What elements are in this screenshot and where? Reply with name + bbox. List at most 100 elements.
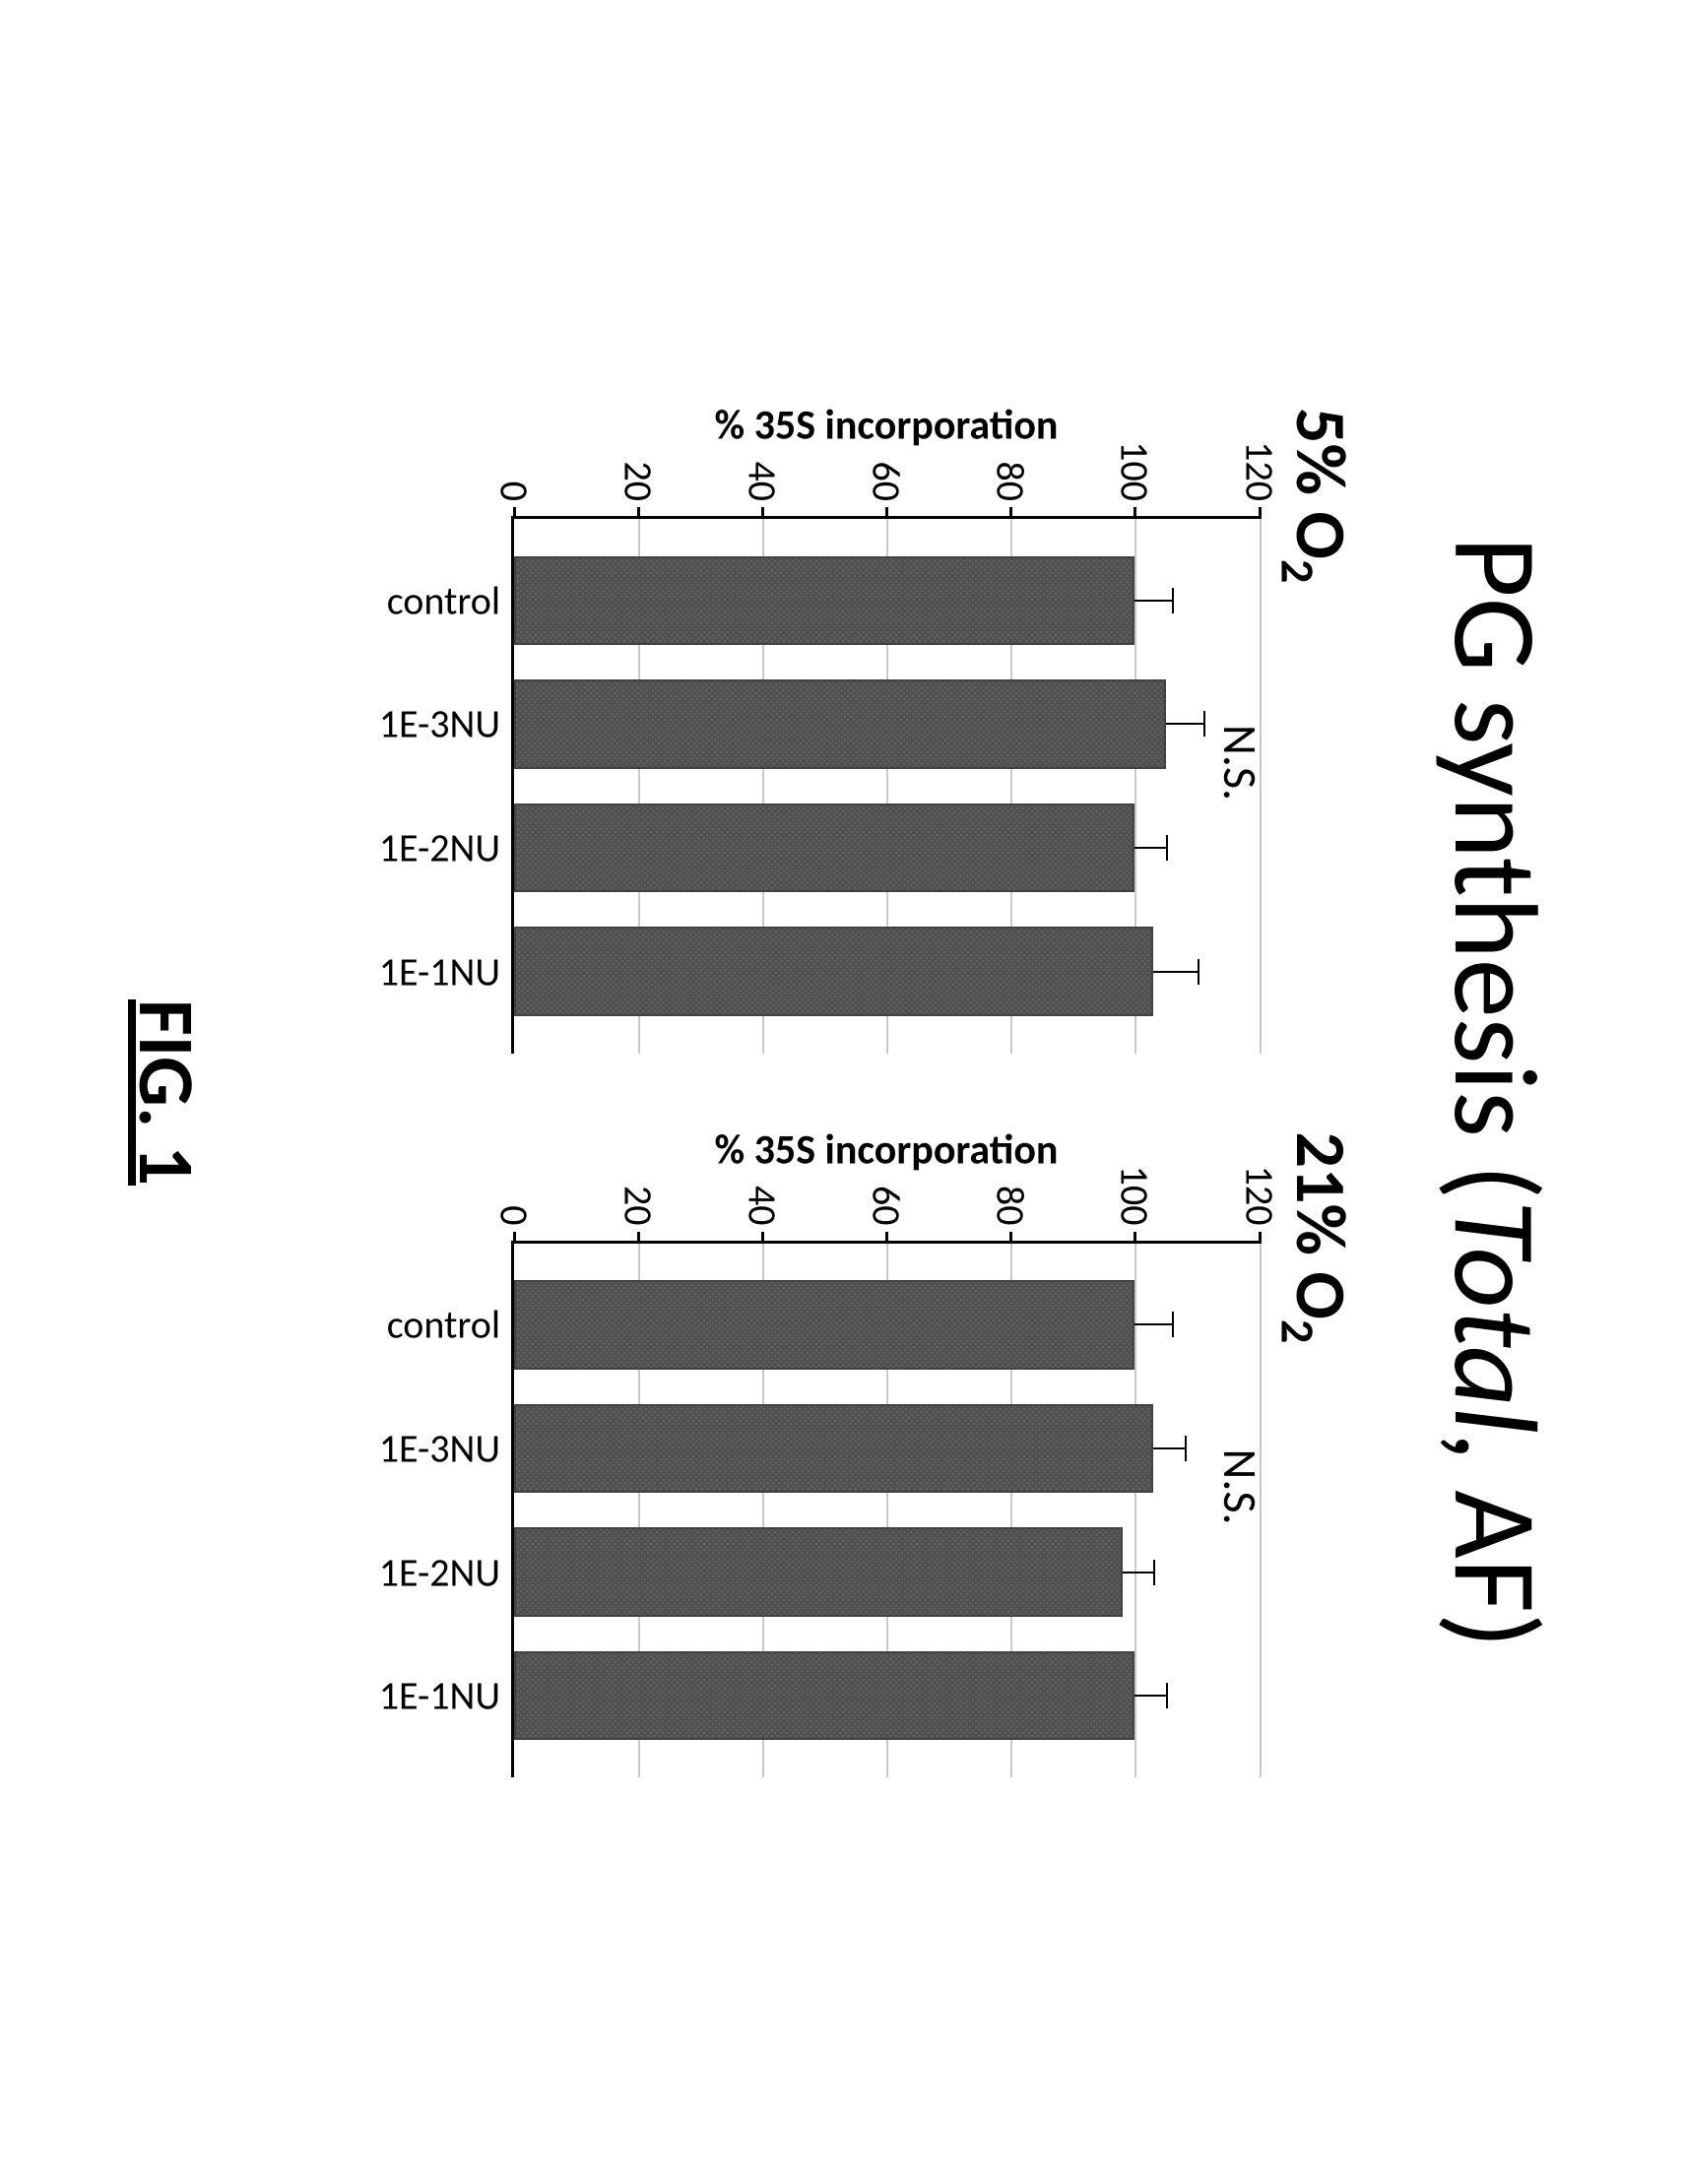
bar-slot: 1E-2NU <box>514 786 1260 910</box>
panels-row: 5% O2 N.S. % 35S incorporation control1E… <box>253 408 1364 1777</box>
panel-title-prefix: 21% O <box>1277 1131 1364 1318</box>
ytick-mark <box>513 1231 516 1243</box>
ytick-mark <box>1259 507 1262 519</box>
ytick-label: 40 <box>738 461 786 501</box>
xtick-label: 1E-1NU <box>378 947 513 996</box>
title-row: PG synthesis (Total, AF) <box>1423 408 1567 1777</box>
ytick-label: 120 <box>1235 441 1283 501</box>
bar-fill <box>514 1280 1135 1369</box>
panel-title-left: 5% O2 <box>1269 408 1364 1054</box>
panel-title-right: 21% O2 <box>1269 1131 1364 1777</box>
error-cap <box>1166 835 1168 861</box>
error-cap <box>1185 1435 1187 1460</box>
bar <box>514 803 1135 891</box>
y-axis-label-right: % 35S incorporation <box>715 1124 1059 1175</box>
error-bar <box>1134 847 1166 849</box>
ytick-mark <box>885 507 888 519</box>
gridline <box>1260 1243 1262 1777</box>
bars-container-left: control1E-3NU1E-2NU1E-1NU <box>514 519 1260 1054</box>
landscape-canvas: PG synthesis (Total, AF) 5% O2 N.S. % 35… <box>0 250 1685 1935</box>
bar <box>514 1527 1123 1616</box>
panel-title-sub: 2 <box>1269 558 1328 582</box>
error-cap <box>1172 587 1174 612</box>
panel-title-prefix: 5% O <box>1277 408 1364 559</box>
ytick-mark <box>513 507 516 519</box>
error-bar <box>1134 1695 1166 1697</box>
xtick-label: control <box>386 576 513 624</box>
plot-right: % 35S incorporation control1E-3NU1E-2NU1… <box>511 1240 1260 1777</box>
error-bar <box>1153 1446 1185 1448</box>
figure-caption: FIG. 1 <box>118 408 214 1777</box>
error-bar <box>1153 970 1197 972</box>
bar-slot: 1E-2NU <box>514 1510 1260 1634</box>
bar <box>514 679 1166 768</box>
plot-wrap-right: N.S. % 35S incorporation control1E-3NU1E… <box>334 1131 1260 1777</box>
bar <box>514 927 1154 1015</box>
error-cap <box>1153 1559 1155 1584</box>
error-cap <box>1198 958 1199 984</box>
ytick-label: 20 <box>614 461 662 501</box>
panel-title-sub: 2 <box>1269 1318 1328 1342</box>
figure-page: PG synthesis (Total, AF) 5% O2 N.S. % 35… <box>0 0 1685 2184</box>
bar-fill <box>514 1527 1123 1616</box>
ytick-mark <box>637 507 640 519</box>
ytick-label: 40 <box>738 1185 786 1225</box>
xtick-label: control <box>386 1300 513 1348</box>
xtick-label: 1E-3NU <box>378 1424 513 1472</box>
panel-5pct-o2: 5% O2 N.S. % 35S incorporation control1E… <box>253 408 1364 1054</box>
plot-wrap-left: N.S. % 35S incorporation control1E-3NU1E… <box>334 408 1260 1054</box>
ytick-label: 80 <box>987 1185 1035 1225</box>
ytick-mark <box>761 507 764 519</box>
ytick-mark <box>761 1231 764 1243</box>
ytick-label: 20 <box>614 1185 662 1225</box>
ytick-label: 60 <box>863 1185 911 1225</box>
bar-fill <box>514 1403 1154 1492</box>
ytick-label: 100 <box>1111 441 1159 501</box>
panel-21pct-o2: 21% O2 N.S. % 35S incorporation control1… <box>253 1131 1364 1777</box>
ytick-label: 0 <box>489 481 538 500</box>
bar <box>514 1403 1154 1492</box>
bar-slot: 1E-3NU <box>514 1386 1260 1510</box>
error-bar <box>1166 723 1203 725</box>
error-bar <box>1134 599 1172 601</box>
gridline <box>1260 519 1262 1054</box>
ytick-mark <box>1134 507 1136 519</box>
error-cap <box>1166 1683 1168 1708</box>
xtick-label: 1E-3NU <box>378 699 513 747</box>
error-cap <box>1203 711 1205 737</box>
bar-slot: 1E-1NU <box>514 1634 1260 1758</box>
bar-slot: 1E-3NU <box>514 662 1260 786</box>
xtick-label: 1E-2NU <box>378 823 513 871</box>
bar-slot: control <box>514 1262 1260 1386</box>
bar <box>514 1650 1135 1739</box>
ytick-mark <box>1134 1231 1136 1243</box>
ytick-label: 80 <box>987 461 1035 501</box>
xtick-label: 1E-1NU <box>378 1671 513 1719</box>
main-title: PG synthesis (Total, AF) <box>1423 536 1567 1647</box>
xtick-label: 1E-2NU <box>378 1548 513 1596</box>
ytick-label: 0 <box>489 1205 538 1225</box>
bar-fill <box>514 927 1154 1015</box>
ytick-mark <box>1009 1231 1012 1243</box>
ytick-label: 60 <box>863 461 911 501</box>
y-axis-label-left: % 35S incorporation <box>715 400 1059 450</box>
error-cap <box>1172 1312 1174 1337</box>
ytick-mark <box>1259 1231 1262 1243</box>
plot-left: % 35S incorporation control1E-3NU1E-2NU1… <box>511 516 1260 1054</box>
ytick-mark <box>885 1231 888 1243</box>
bars-container-right: control1E-3NU1E-2NU1E-1NU <box>514 1243 1260 1777</box>
bar-fill <box>514 679 1166 768</box>
bar-fill <box>514 803 1135 891</box>
bar <box>514 1280 1135 1369</box>
ytick-label: 100 <box>1111 1165 1159 1225</box>
bar-slot: control <box>514 539 1260 663</box>
ytick-mark <box>637 1231 640 1243</box>
ytick-mark <box>1009 507 1012 519</box>
title-italic: Total, <box>1423 1199 1567 1463</box>
bar-fill <box>514 1650 1135 1739</box>
bar-slot: 1E-1NU <box>514 909 1260 1033</box>
ytick-label: 120 <box>1235 1165 1283 1225</box>
title-suffix: AF) <box>1423 1463 1567 1648</box>
bar <box>514 555 1135 644</box>
error-bar <box>1123 1571 1154 1573</box>
